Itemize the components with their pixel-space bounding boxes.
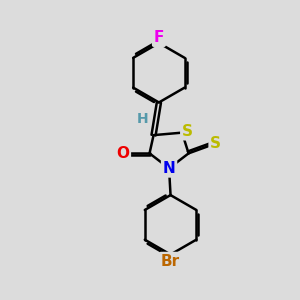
- Text: F: F: [154, 30, 164, 45]
- Text: N: N: [163, 161, 176, 176]
- Text: S: S: [182, 124, 193, 139]
- Text: H: H: [137, 112, 149, 126]
- Text: S: S: [210, 136, 221, 152]
- Text: O: O: [116, 146, 129, 161]
- Text: Br: Br: [161, 254, 180, 268]
